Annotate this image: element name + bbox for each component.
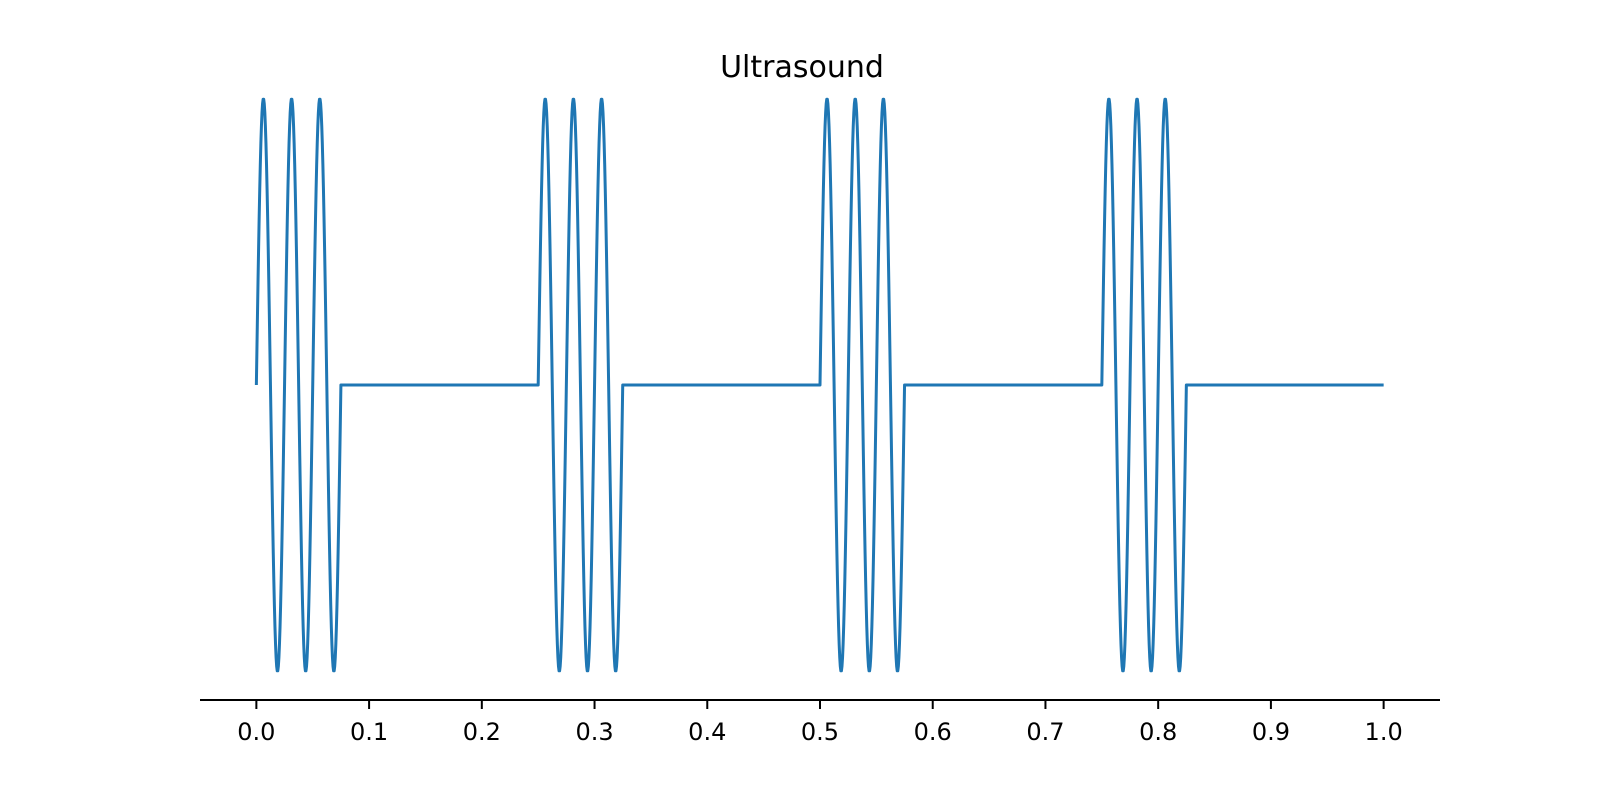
x-tick-label: 0.3 (575, 718, 613, 746)
x-tick-label: 1.0 (1365, 718, 1403, 746)
x-tick-label: 0.4 (688, 718, 726, 746)
x-tick-label: 0.1 (350, 718, 388, 746)
chart-title: Ultrasound (720, 50, 884, 85)
x-tick-label: 0.9 (1252, 718, 1290, 746)
x-tick-label: 0.8 (1139, 718, 1177, 746)
x-tick-label: 0.0 (237, 718, 275, 746)
x-tick-label: 0.5 (801, 718, 839, 746)
x-tick-label: 0.6 (914, 718, 952, 746)
series-line-0 (254, 97, 1385, 673)
plot-area (254, 97, 1385, 673)
x-tick-label: 0.7 (1026, 718, 1064, 746)
x-tick-label: 0.2 (463, 718, 501, 746)
x-axis: 0.0 0.1 0.2 0.3 0.4 0.5 0.6 0.7 0.8 0.9 1.0 (200, 699, 1440, 746)
